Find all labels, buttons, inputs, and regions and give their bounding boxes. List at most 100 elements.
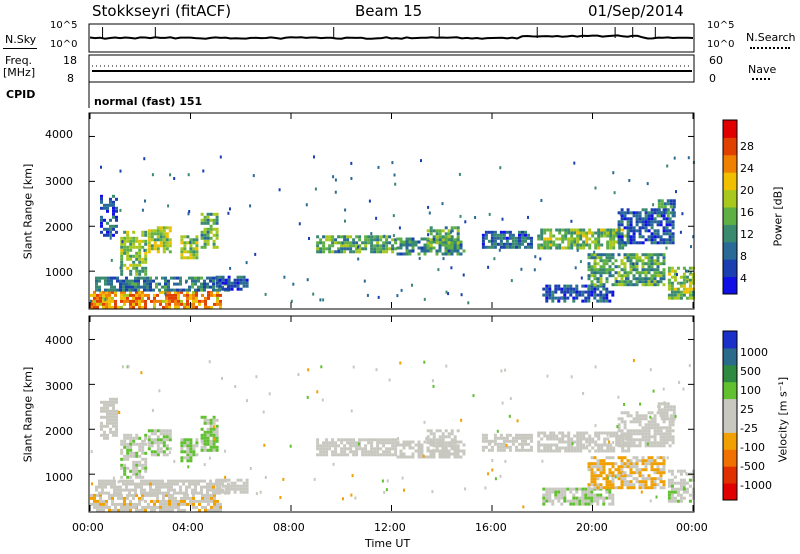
- power-cell: [579, 231, 583, 235]
- velocity-cell: [650, 477, 654, 481]
- velocity-cell: [370, 441, 374, 445]
- power-cell-speckle: [458, 172, 461, 176]
- power-cell: [691, 272, 695, 276]
- power-cell: [96, 299, 99, 303]
- power-cell: [521, 242, 524, 246]
- velocity-cell: [423, 455, 427, 459]
- velocity-cell-speckle: [662, 387, 665, 391]
- velocity-cell: [162, 508, 165, 512]
- power-cell: [657, 205, 661, 209]
- power-cell: [215, 284, 219, 288]
- power-cell: [676, 281, 680, 285]
- velocity-cell: [370, 438, 374, 442]
- velocity-cell: [481, 433, 485, 437]
- velocity-cell: [584, 502, 588, 506]
- power-cell: [587, 296, 591, 300]
- velocity-cell: [450, 429, 454, 433]
- velocity-cell: [608, 502, 612, 506]
- power-cell: [102, 305, 105, 309]
- power-cell: [183, 247, 187, 251]
- power-cell: [597, 228, 601, 232]
- velocity-cell: [388, 450, 392, 454]
- velocity-cell: [104, 491, 107, 495]
- velocity-cell: [657, 402, 661, 406]
- power-cell: [650, 214, 654, 218]
- velocity-cell: [493, 442, 497, 446]
- velocity-cell: [596, 496, 600, 500]
- velocity-cell: [641, 426, 645, 430]
- power-cell: [605, 277, 609, 281]
- power-cell: [581, 299, 585, 303]
- velocity-cell: [641, 435, 645, 439]
- power-cell: [499, 233, 503, 237]
- power-cell: [183, 305, 186, 309]
- power-cell: [650, 283, 654, 287]
- power-cell: [644, 283, 648, 287]
- velocity-cell: [120, 466, 124, 470]
- power-cell: [183, 241, 187, 245]
- power-cell: [346, 235, 350, 239]
- power-cell: [120, 245, 124, 249]
- power-cell: [195, 244, 199, 248]
- velocity-cell: [209, 485, 212, 489]
- velocity-cell: [99, 496, 102, 500]
- velocity-cell: [103, 403, 106, 407]
- velocity-cell: [116, 488, 119, 492]
- velocity-cell-speckle: [487, 472, 490, 476]
- power-cell: [599, 277, 603, 281]
- velocity-cell-speckle: [504, 368, 507, 372]
- power-cell: [561, 240, 565, 244]
- power-cell: [600, 231, 604, 235]
- velocity-cell: [185, 488, 188, 492]
- power-cell: [200, 276, 203, 280]
- velocity-cell: [206, 482, 209, 486]
- velocity-cell: [638, 414, 642, 418]
- velocity-cell: [662, 441, 666, 445]
- velocity-cell: [669, 414, 673, 418]
- power-cell-speckle: [169, 173, 172, 177]
- velocity-cell: [676, 469, 680, 473]
- power-cell: [669, 205, 673, 209]
- velocity-cell: [641, 438, 645, 442]
- velocity-cell: [200, 485, 203, 489]
- power-cell: [158, 288, 161, 292]
- power-cell: [117, 305, 120, 309]
- power-cell: [230, 284, 234, 288]
- velocity-cell: [554, 487, 558, 491]
- velocity-cell: [626, 411, 630, 415]
- velocity-cell: [215, 430, 219, 434]
- velocity-cell: [667, 499, 671, 503]
- power-cell: [379, 238, 383, 242]
- power-cell: [614, 265, 618, 269]
- power-cell: [624, 234, 628, 238]
- velocity-cell: [426, 435, 430, 439]
- velocity-cell: [552, 443, 556, 447]
- velocity-cell: [670, 469, 674, 473]
- power-cell: [135, 266, 139, 270]
- power-cell: [435, 249, 439, 253]
- power-cell: [115, 230, 118, 234]
- velocity-cell: [579, 431, 583, 435]
- velocity-cell: [599, 471, 603, 475]
- power-cell: [98, 285, 101, 289]
- power-cell: [179, 276, 182, 280]
- velocity-cell: [426, 449, 430, 453]
- power-cell: [546, 228, 550, 232]
- power-cell: [358, 244, 362, 248]
- velocity-cell: [450, 432, 454, 436]
- power-cell: [159, 299, 162, 303]
- velocity-cell: [150, 450, 154, 454]
- power-cell: [233, 278, 237, 282]
- power-cell-speckle: [646, 182, 649, 186]
- velocity-cell: [546, 446, 550, 450]
- power-cell: [656, 220, 660, 224]
- power-cell: [572, 296, 576, 300]
- velocity-cell: [602, 465, 606, 469]
- velocity-cell: [647, 429, 651, 433]
- velocity-cell: [548, 493, 552, 497]
- power-cell: [629, 265, 633, 269]
- power-cell-speckle: [573, 161, 576, 165]
- velocity-cell: [554, 496, 558, 500]
- velocity-cell: [212, 433, 216, 437]
- velocity-cell: [644, 441, 648, 445]
